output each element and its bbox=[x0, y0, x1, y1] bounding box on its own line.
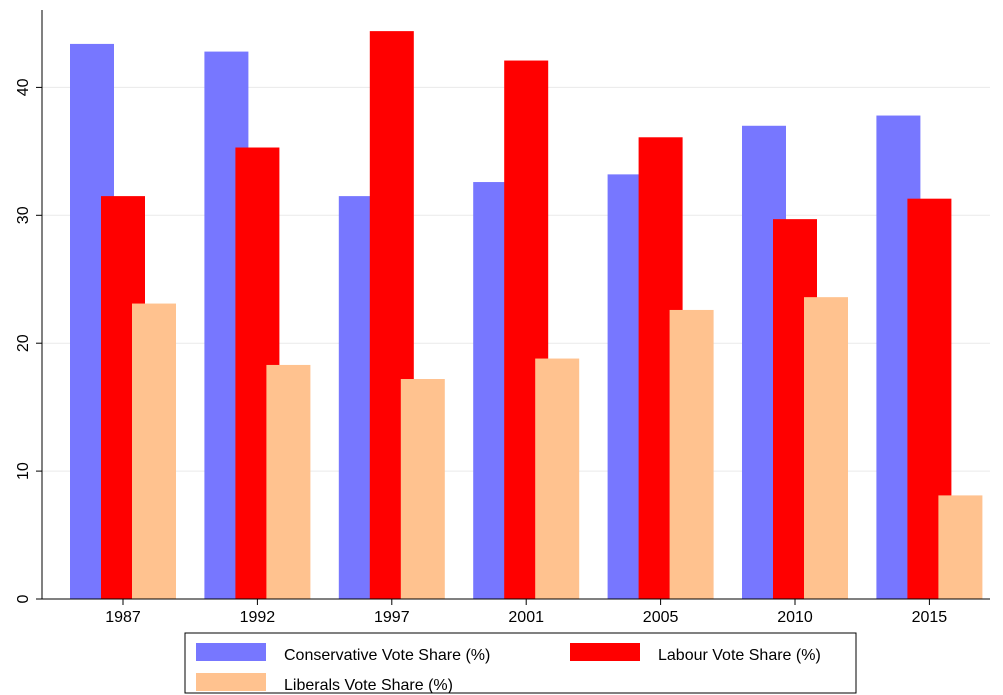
bars bbox=[70, 31, 983, 600]
legend-label-liberals: Liberals Vote Share (%) bbox=[284, 677, 453, 694]
bar-liberals-2010 bbox=[804, 297, 848, 599]
legend-swatch-conservative bbox=[196, 643, 266, 661]
axes: 0 10 20 30 40 1987 1992 1997 2001 2005 2010 2015 bbox=[15, 10, 990, 626]
x-tick-label: 1997 bbox=[374, 609, 410, 626]
x-tick-label: 1992 bbox=[240, 609, 276, 626]
x-tick-label: 2010 bbox=[777, 609, 813, 626]
y-tick-label: 0 bbox=[15, 594, 32, 603]
y-tick-label: 10 bbox=[15, 462, 32, 480]
legend-box bbox=[184, 632, 857, 694]
legend-label-labour: Labour Vote Share (%) bbox=[658, 647, 821, 664]
x-tick-label: 2001 bbox=[508, 609, 544, 626]
legend-swatch-labour bbox=[570, 643, 640, 661]
y-tick-label: 30 bbox=[15, 206, 32, 224]
y-tick-label: 20 bbox=[15, 334, 32, 352]
legend: Conservative Vote Share (%) Labour Vote S… bbox=[184, 632, 857, 694]
bar-liberals-2005 bbox=[669, 309, 714, 599]
legend-label-conservative: Conservative Vote Share (%) bbox=[284, 647, 490, 664]
bar-liberals-1997 bbox=[400, 379, 445, 599]
x-tick-label: 2015 bbox=[912, 609, 948, 626]
bar-liberals-1992 bbox=[266, 364, 311, 599]
bar-liberals-2015 bbox=[938, 495, 983, 599]
legend-swatch-liberals bbox=[196, 673, 266, 691]
bar-liberals-2001 bbox=[535, 358, 580, 599]
x-tick-label: 1987 bbox=[105, 609, 141, 626]
y-tick-label: 40 bbox=[15, 78, 32, 96]
bar-liberals-1987 bbox=[132, 303, 176, 599]
x-tick-label: 2005 bbox=[643, 609, 679, 626]
